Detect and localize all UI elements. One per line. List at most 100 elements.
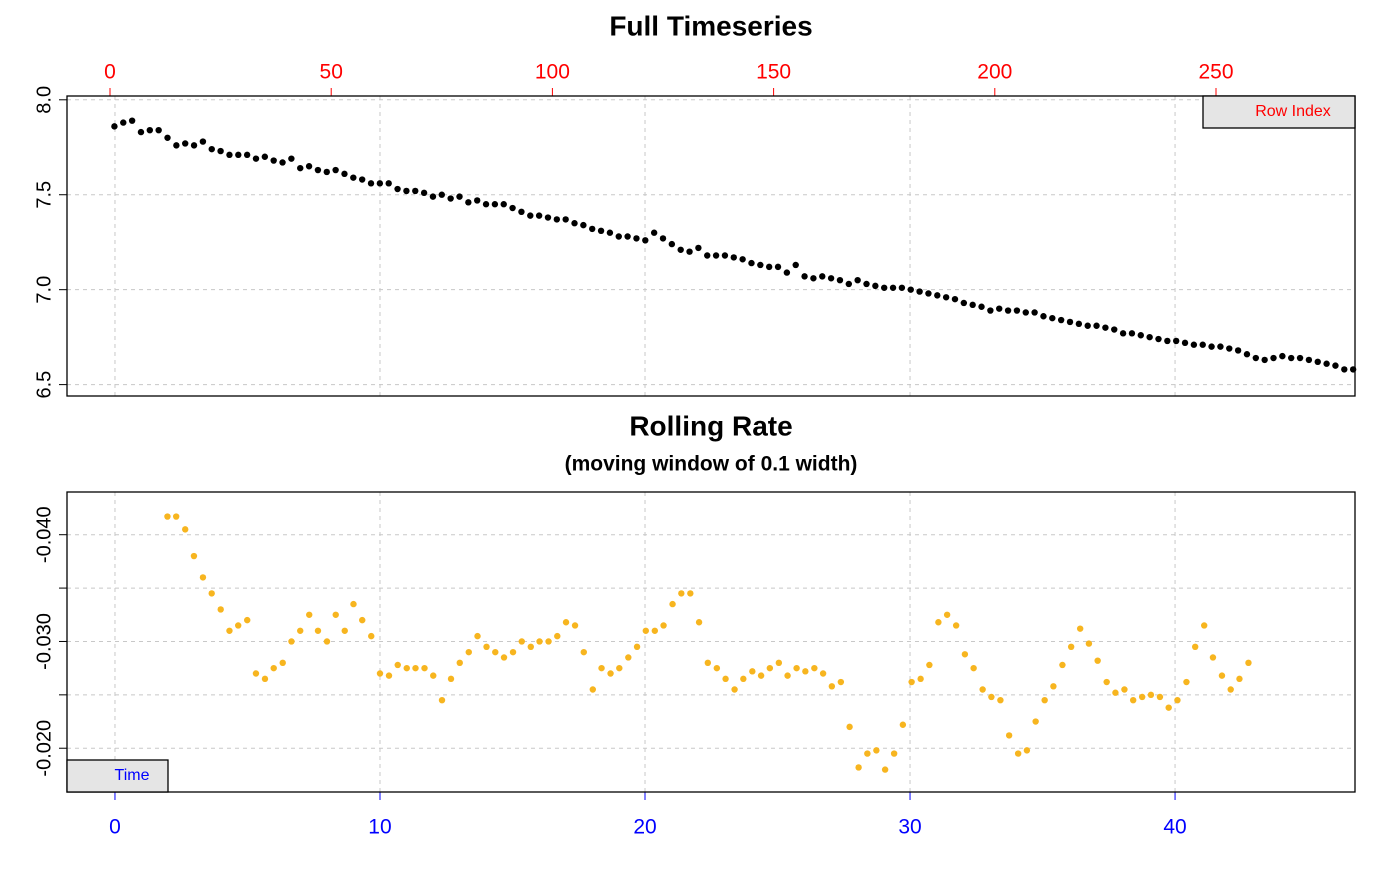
point	[217, 606, 224, 613]
point	[474, 632, 481, 640]
point	[740, 675, 747, 683]
point	[536, 638, 543, 645]
point	[172, 513, 180, 520]
point	[1208, 343, 1215, 350]
point	[190, 552, 198, 560]
point	[226, 627, 233, 634]
point	[553, 216, 561, 223]
point	[359, 616, 366, 624]
point	[855, 764, 862, 771]
point	[571, 220, 578, 227]
point	[128, 117, 136, 124]
point	[997, 696, 1004, 704]
point	[606, 229, 614, 236]
x-tick-label: 100	[535, 61, 570, 84]
legend-box	[1202, 95, 1356, 129]
point	[491, 201, 499, 208]
point	[1181, 339, 1189, 347]
point	[1067, 643, 1075, 651]
point	[447, 195, 454, 202]
point	[1183, 678, 1190, 686]
point	[182, 140, 189, 147]
point	[1102, 324, 1109, 331]
point	[1103, 678, 1110, 686]
point	[951, 295, 959, 303]
x-tick-label: 20	[633, 816, 656, 839]
point	[1005, 732, 1013, 739]
point	[350, 600, 357, 608]
point	[1059, 661, 1066, 669]
point	[722, 675, 729, 683]
point	[748, 259, 755, 267]
point	[430, 672, 437, 679]
point	[341, 170, 348, 178]
point	[1138, 693, 1146, 701]
point	[616, 664, 623, 672]
point	[979, 686, 986, 693]
point	[199, 138, 207, 145]
point	[889, 284, 897, 291]
x-tick-label: 150	[756, 61, 791, 84]
point	[1165, 704, 1172, 711]
point	[1085, 640, 1093, 647]
point	[659, 235, 667, 242]
point	[987, 307, 994, 314]
point	[279, 659, 286, 667]
point	[1209, 654, 1217, 661]
point	[358, 176, 366, 183]
point	[580, 648, 587, 656]
point	[562, 619, 570, 626]
y-tick-label: -0.020	[33, 720, 55, 777]
point	[368, 632, 375, 640]
point	[1049, 314, 1056, 322]
point	[420, 189, 428, 197]
y-tick-label: 7.5	[33, 181, 55, 209]
point	[473, 197, 481, 204]
chart-subtitle: (moving window of 0.1 width)	[565, 453, 858, 476]
point	[784, 672, 791, 679]
point	[1014, 750, 1022, 757]
point	[917, 675, 924, 683]
point	[438, 191, 446, 198]
point	[713, 664, 721, 672]
point	[961, 651, 969, 658]
y-tick-label: 6.5	[33, 371, 55, 399]
point	[288, 638, 295, 645]
legend-box	[66, 759, 169, 793]
point	[1252, 354, 1260, 362]
point	[890, 750, 898, 757]
point	[1121, 686, 1128, 693]
point	[518, 208, 525, 216]
point	[1234, 347, 1242, 354]
point	[509, 204, 516, 212]
point	[1341, 366, 1348, 373]
point	[1050, 683, 1057, 690]
point	[297, 164, 304, 172]
point	[1111, 326, 1118, 333]
point	[836, 276, 844, 284]
plot-frame	[66, 95, 1356, 397]
point	[908, 678, 915, 686]
point	[376, 180, 384, 187]
point	[412, 664, 419, 672]
point	[597, 227, 605, 235]
point	[898, 284, 906, 291]
point	[881, 766, 889, 773]
point	[1004, 307, 1012, 314]
point	[1146, 333, 1153, 341]
point	[120, 119, 127, 126]
point	[482, 201, 490, 208]
point	[1128, 330, 1136, 337]
y-tick-label: 8.0	[33, 86, 55, 114]
x-tick-label: 0	[104, 61, 116, 84]
point	[288, 155, 295, 162]
point	[297, 627, 304, 634]
point	[1076, 625, 1084, 632]
point	[500, 201, 507, 208]
point	[270, 664, 277, 672]
point	[845, 280, 853, 288]
point	[562, 216, 569, 223]
point	[872, 282, 879, 290]
point	[208, 145, 215, 153]
